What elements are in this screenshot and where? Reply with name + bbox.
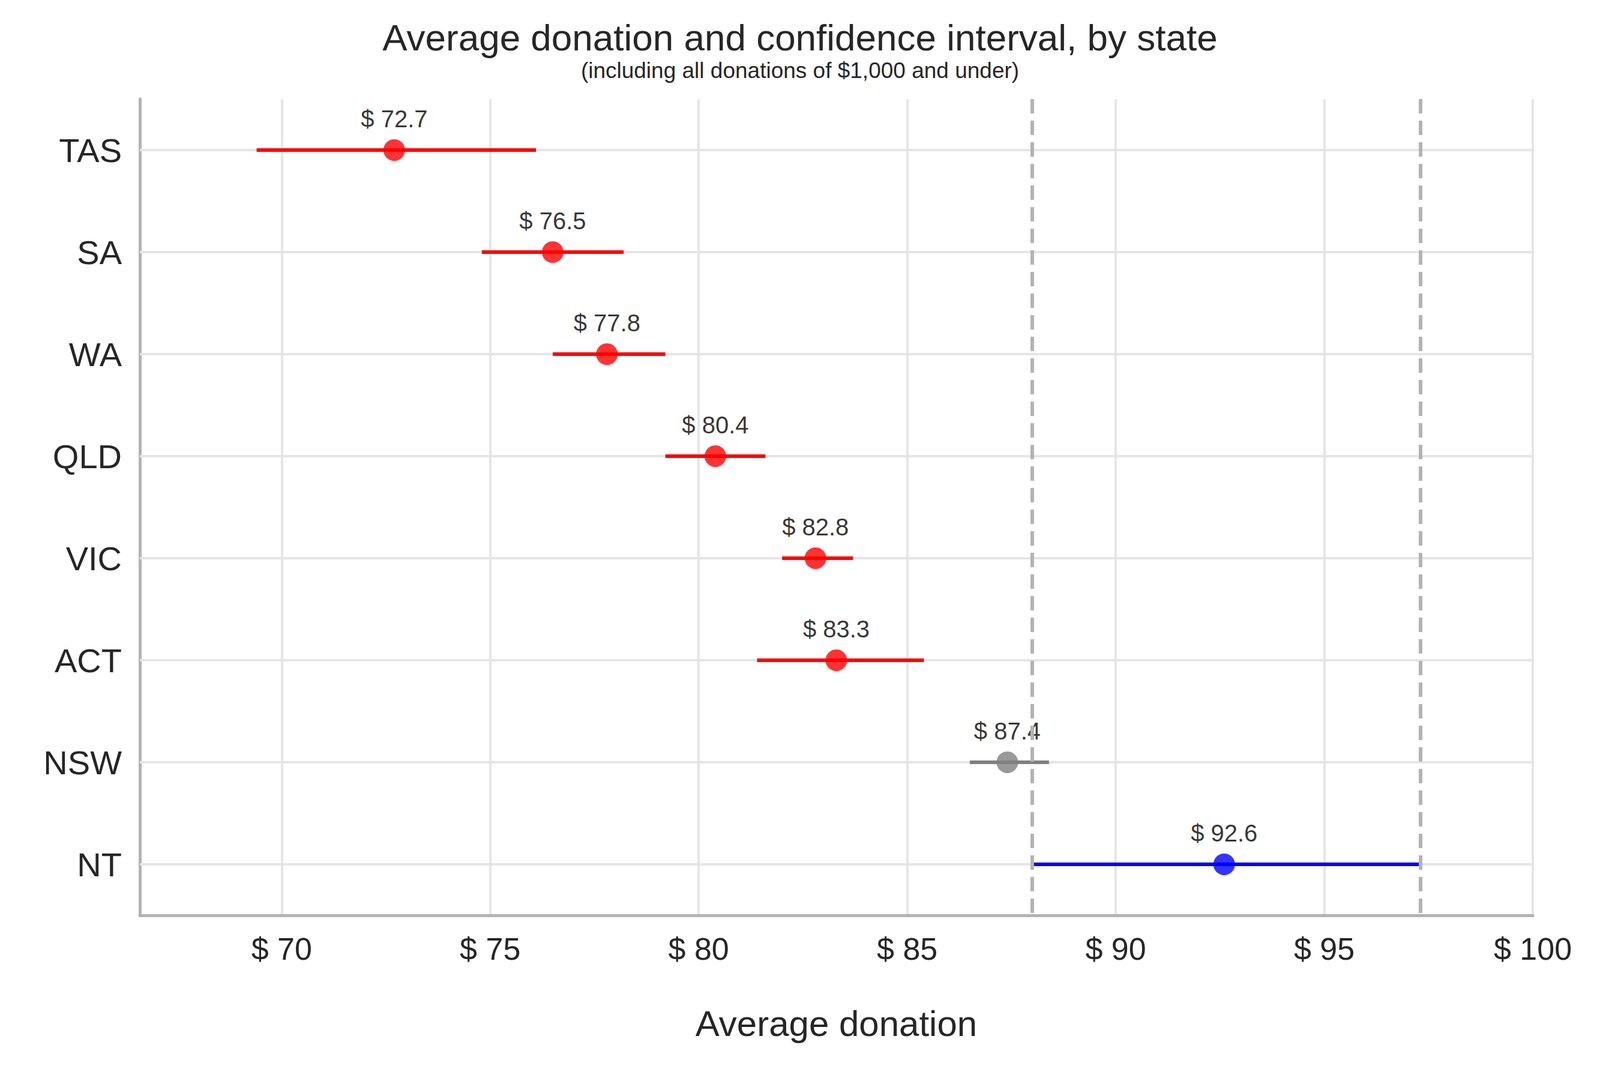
svg-text:VIC: VIC <box>66 539 122 578</box>
svg-text:$ 90: $ 90 <box>1085 931 1146 967</box>
svg-text:$ 95: $ 95 <box>1293 931 1355 967</box>
svg-text:$ 80.4: $ 80.4 <box>681 411 749 439</box>
svg-text:$ 92.6: $ 92.6 <box>1190 819 1258 847</box>
svg-text:$ 85: $ 85 <box>876 931 938 967</box>
svg-text:WA: WA <box>69 335 123 374</box>
svg-text:$ 75: $ 75 <box>459 931 521 967</box>
svg-text:$ 76.5: $ 76.5 <box>519 207 586 235</box>
svg-text:QLD: QLD <box>52 437 122 476</box>
svg-text:NT: NT <box>76 845 122 884</box>
svg-text:$ 82.8: $ 82.8 <box>781 513 849 541</box>
svg-text:$ 72.7: $ 72.7 <box>360 105 428 133</box>
svg-text:$ 87.4: $ 87.4 <box>973 717 1041 745</box>
svg-text:(including all donations of $1: (including all donations of $1,000 and u… <box>580 58 1020 83</box>
svg-text:SA: SA <box>76 233 122 272</box>
svg-text:$ 80: $ 80 <box>668 931 730 967</box>
svg-text:TAS: TAS <box>58 131 122 170</box>
svg-text:Average donation: Average donation <box>695 1003 978 1044</box>
svg-text:NSW: NSW <box>43 743 122 782</box>
svg-text:$ 77.8: $ 77.8 <box>573 309 641 337</box>
svg-text:ACT: ACT <box>54 641 122 680</box>
svg-text:$ 100: $ 100 <box>1493 931 1572 967</box>
svg-text:$ 70: $ 70 <box>251 931 313 967</box>
svg-text:$ 83.3: $ 83.3 <box>803 615 870 643</box>
svg-text:Average donation and confidenc: Average donation and confidence interval… <box>382 16 1218 59</box>
